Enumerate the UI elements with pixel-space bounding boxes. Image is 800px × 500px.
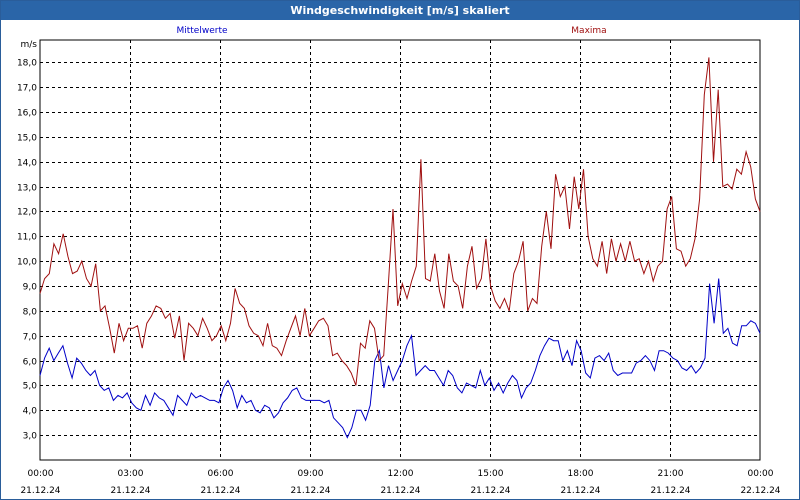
x-tick-date: 21.12.24 bbox=[380, 486, 420, 496]
y-tick-label: 5,0 bbox=[23, 382, 38, 392]
x-tick-date: 21.12.24 bbox=[200, 486, 240, 496]
series-line-maxima bbox=[39, 57, 761, 386]
x-tick-date: 21.12.24 bbox=[20, 486, 60, 496]
y-tick-label: 17,0 bbox=[17, 84, 37, 94]
chart-lines bbox=[39, 57, 761, 439]
legend-mittelwerte: Mittelwerte bbox=[176, 26, 227, 36]
y-tick-label: 6,0 bbox=[23, 358, 38, 368]
y-tick-label: 9,0 bbox=[23, 283, 38, 293]
x-tick-time: 06:00 bbox=[208, 469, 234, 479]
y-tick-label: 15,0 bbox=[17, 134, 37, 144]
y-tick-label: 12,0 bbox=[17, 208, 37, 218]
x-tick-date: 21.12.24 bbox=[110, 486, 150, 496]
x-tick-date: 21.12.24 bbox=[650, 486, 690, 496]
y-tick-label: 14,0 bbox=[17, 159, 37, 169]
y-tick-label: 3,0 bbox=[23, 432, 38, 442]
chart-grid bbox=[40, 40, 760, 460]
y-unit-label: m/s bbox=[21, 40, 38, 50]
y-tick-label: 13,0 bbox=[17, 184, 37, 194]
x-tick-date: 21.12.24 bbox=[290, 486, 330, 496]
x-tick-time: 03:00 bbox=[118, 469, 144, 479]
x-tick-time: 00:00 bbox=[28, 469, 54, 479]
x-tick-time: 12:00 bbox=[388, 469, 414, 479]
y-tick-label: 18,0 bbox=[17, 59, 37, 69]
legend-maxima: Maxima bbox=[571, 26, 606, 36]
y-tick-label: 8,0 bbox=[23, 308, 38, 318]
x-tick-time: 18:00 bbox=[568, 469, 594, 479]
chart-labels: 3,0 4,0 5,0 6,0 7,0 8,0 9,0 10,0 11,0 12,0 13,0 14,… bbox=[17, 26, 781, 496]
x-tick-time: 21:00 bbox=[658, 469, 684, 479]
plot-border bbox=[39, 39, 761, 461]
y-tick-label: 16,0 bbox=[17, 109, 37, 119]
y-tick-label: 4,0 bbox=[23, 407, 38, 417]
chart-axes bbox=[39, 39, 761, 461]
x-tick-date: 22.12.24 bbox=[740, 486, 780, 496]
y-tick-label: 10,0 bbox=[17, 258, 37, 268]
x-tick-time: 15:00 bbox=[478, 469, 504, 479]
y-tick-label: 7,0 bbox=[23, 333, 38, 343]
x-tick-date: 21.12.24 bbox=[470, 486, 510, 496]
chart-title: Windgeschwindigkeit [m/s] skaliert bbox=[1, 1, 799, 20]
x-tick-time: 09:00 bbox=[298, 469, 324, 479]
series-line-mittelwerte bbox=[39, 278, 761, 439]
y-tick-label: 11,0 bbox=[17, 233, 37, 243]
x-tick-time: 00:00 bbox=[748, 469, 774, 479]
x-tick-date: 21.12.24 bbox=[560, 486, 600, 496]
